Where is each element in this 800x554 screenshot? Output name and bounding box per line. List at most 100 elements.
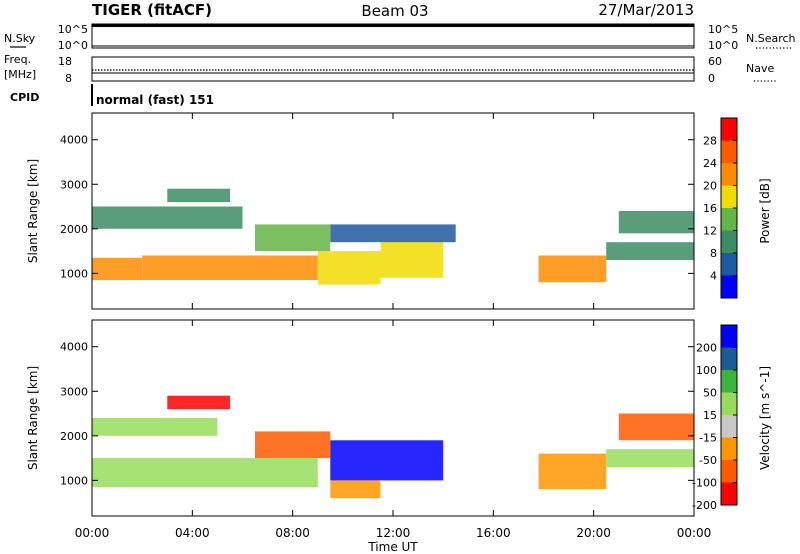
nsky-right-tick-bottom: 10^0 [708, 39, 738, 52]
velocity-x-axis: 00:00 04:00 08:00 12:00 16:00 20:00 00:00 [75, 320, 712, 540]
power-scatter-region [618, 211, 695, 234]
velocity-scatter-region [167, 395, 230, 410]
power-scatter-region [167, 188, 230, 203]
freq-panel: Freq. [MHz] 18 8 60 0 Nave [4, 53, 776, 85]
velocity-colorbar-tick-label: -100 [692, 477, 717, 490]
power-colorbar-segment [721, 185, 737, 208]
freq-tick-top: 18 [58, 55, 72, 68]
power-y-tick-label: 4000 [60, 134, 88, 147]
power-colorbar-tick-label: 28 [703, 135, 717, 148]
power-colorbar-tick-label: 4 [710, 270, 717, 283]
power-scatter-region [142, 255, 318, 280]
power-colorbar-tick-label: 16 [703, 202, 717, 215]
nsky-label: N.Sky [4, 32, 36, 45]
freq-label-line2: [MHz] [4, 68, 36, 81]
velocity-scatter-region [330, 440, 444, 481]
nsky-right-tick-top: 10^5 [708, 23, 738, 36]
velocity-colorbar-segment [721, 325, 737, 348]
velocity-colorbar-segment [721, 460, 737, 483]
velocity-y-axis: 1000 2000 3000 4000 [60, 341, 694, 487]
power-colorbar-tick-label: 24 [703, 157, 717, 170]
power-colorbar-segment [721, 208, 737, 231]
cpid-text: normal (fast) 151 [96, 93, 214, 107]
velocity-colorbar-segment [721, 482, 737, 505]
x-tick-label: 16:00 [476, 526, 511, 540]
x-tick-label: 08:00 [275, 526, 310, 540]
cpid-panel: CPID normal (fast) 151 [10, 84, 214, 107]
velocity-scatter-region [92, 458, 318, 488]
power-colorbar-segment [721, 230, 737, 253]
station-title: TIGER (fitACF) [92, 1, 212, 19]
velocity-y-tick-label: 2000 [60, 430, 88, 443]
freq-panel-frame [91, 56, 695, 82]
cpid-label: CPID [10, 91, 39, 104]
x-tick-label: 00:00 [75, 526, 110, 540]
nave-tick-top: 60 [708, 55, 722, 68]
power-colorbar: 4 8 12 16 20 24 28 [703, 117, 738, 299]
velocity-colorbar-segment [721, 347, 737, 370]
power-colorbar-segment [721, 118, 737, 141]
power-colorbar-tick-label: 8 [710, 247, 717, 260]
power-scatter-region [92, 206, 243, 229]
power-colorbar-segment [721, 140, 737, 163]
power-scatter-region [92, 257, 143, 281]
power-scatter-region [317, 251, 381, 285]
power-scatter-region [606, 242, 694, 260]
power-colorbar-segment [721, 163, 737, 186]
nsky-left-tick-bottom: 10^0 [58, 39, 88, 52]
velocity-colorbar-tick-label: -200 [692, 499, 717, 512]
velocity-colorbar-label: Velocity [m s^-1] [758, 366, 772, 470]
velocity-y-axis-label: Slant Range [km] [26, 366, 40, 470]
velocity-scatter-region [330, 480, 381, 499]
velocity-scatter-region [606, 449, 694, 467]
velocity-scatter-region [92, 418, 218, 436]
x-tick-label: 20:00 [576, 526, 611, 540]
power-colorbar-label: Power [dB] [758, 178, 772, 243]
nave-tick-bottom: 0 [708, 72, 715, 85]
velocity-colorbar-segment [721, 415, 737, 438]
date-title: 27/Mar/2013 [598, 1, 694, 19]
x-tick-label: 04:00 [175, 526, 210, 540]
power-scatter-region [380, 242, 444, 278]
velocity-scatter-region [538, 453, 607, 490]
nsky-trace [92, 24, 694, 27]
nsearch-label: N.Search [746, 32, 796, 45]
velocity-colorbar-segment [721, 392, 737, 415]
power-y-tick-label: 1000 [60, 267, 88, 280]
power-colorbar-tick-label: 12 [703, 225, 717, 238]
power-x-ticks [91, 113, 695, 309]
power-colorbar-segment [721, 253, 737, 276]
velocity-colorbar-tick-label: 200 [696, 342, 717, 355]
velocity-colorbar-tick-label: 100 [696, 364, 717, 377]
velocity-data-marks [92, 395, 695, 499]
power-y-tick-label: 2000 [60, 223, 88, 236]
beam-title: Beam 03 [361, 2, 428, 20]
x-axis-label: Time UT [367, 540, 418, 554]
velocity-colorbar-segment [721, 437, 737, 460]
velocity-colorbar-tick-label: 50 [703, 387, 717, 400]
freq-label-line1: Freq. [4, 53, 31, 66]
velocity-scatter-region [255, 431, 331, 459]
freq-tick-bottom: 8 [65, 72, 72, 85]
power-data-marks [92, 188, 695, 285]
power-y-axis: 1000 2000 3000 4000 [60, 134, 694, 280]
nsky-left-tick-top: 10^5 [58, 23, 88, 36]
power-colorbar-tick-label: 20 [703, 180, 717, 193]
velocity-y-tick-label: 3000 [60, 385, 88, 398]
power-colorbar-segment [721, 275, 737, 298]
x-tick-label: 00:00 [677, 526, 712, 540]
power-y-axis-label: Slant Range [km] [26, 159, 40, 263]
velocity-panel: 1000 2000 3000 4000 00:00 04:00 08:00 12:00 16:… [26, 319, 772, 540]
velocity-colorbar: 200 100 50 15 -15 -50 -100 -200 [692, 324, 738, 512]
power-panel: 1000 2000 3000 4000 Slant Range [km] 4 8 12 16… [26, 112, 772, 310]
velocity-colorbar-segment [721, 370, 737, 393]
power-y-tick-label: 3000 [60, 178, 88, 191]
nsky-panel: N.Sky 10^5 10^0 10^5 10^0 N.Search [4, 23, 796, 52]
nave-label: Nave [746, 62, 774, 75]
x-tick-label: 12:00 [376, 526, 411, 540]
velocity-scatter-region [618, 413, 695, 441]
nsky-panel-frame [91, 23, 695, 49]
power-scatter-region [255, 224, 331, 252]
power-scatter-region [538, 255, 607, 283]
